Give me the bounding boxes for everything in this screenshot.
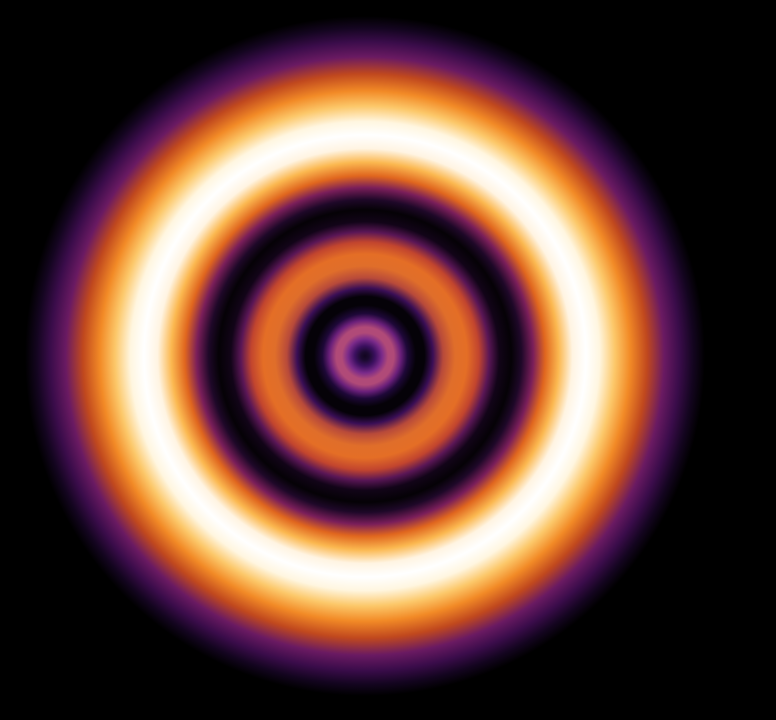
ring-field [25,16,705,696]
